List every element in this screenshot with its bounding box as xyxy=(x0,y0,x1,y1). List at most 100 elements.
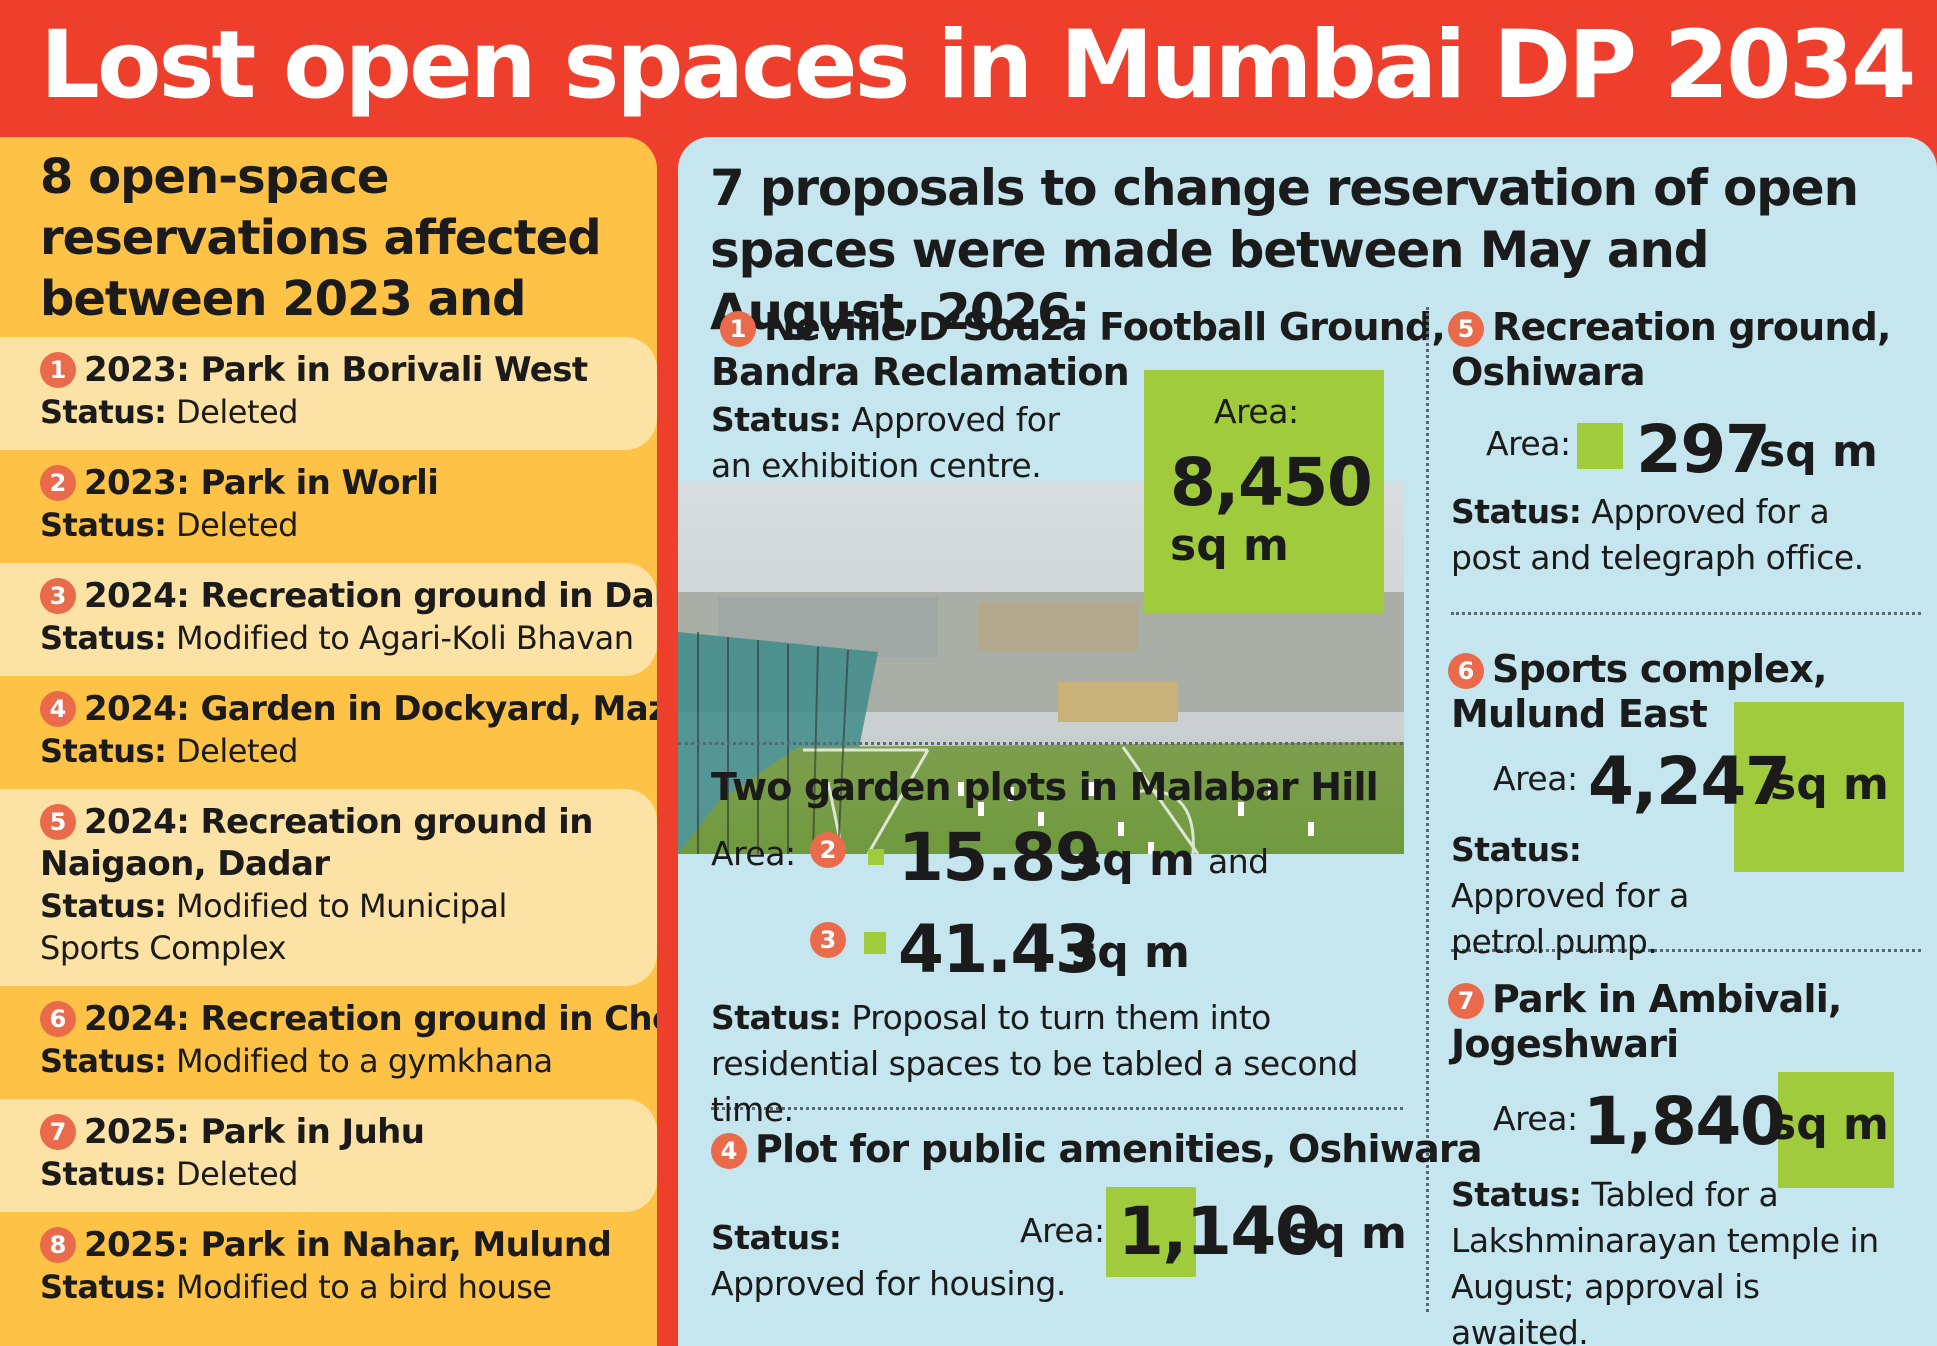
status-label: Status: xyxy=(40,506,167,544)
area-value-2: 15.89 xyxy=(898,819,1101,896)
area-swatch xyxy=(1106,1187,1196,1277)
item-status: Deleted xyxy=(176,1155,298,1193)
status-label: Status: xyxy=(40,619,167,657)
list-item: 8 2025: Park in Nahar, Mulund Status: Mod… xyxy=(0,1212,657,1332)
item-status: Modified to Agari-Koli Bhavan xyxy=(176,619,634,657)
area-unit-2: sq m xyxy=(1076,835,1195,886)
area-swatch xyxy=(1778,1072,1894,1188)
item-status: Modified to Municipal Sports Complex xyxy=(40,887,507,967)
item-title: 2023: Park in Worli xyxy=(84,463,439,503)
divider xyxy=(1426,307,1429,1312)
and-text: and xyxy=(1208,842,1269,881)
list-item: 7 2025: Park in Juhu Status: Deleted xyxy=(0,1099,657,1212)
number-badge: 5 xyxy=(1448,311,1484,347)
area-swatch xyxy=(1577,423,1623,469)
area-value-4: 1,140 xyxy=(1118,1193,1321,1270)
item-title: 2024: Recreation ground in Naigaon, Dada… xyxy=(40,802,593,884)
item-title: 2024: Recreation ground in Chembur xyxy=(84,999,657,1039)
status-label: Status: xyxy=(40,1155,167,1193)
proposal-4-status: Approved for housing. xyxy=(711,1264,1066,1303)
area-value-1: 8,450 xyxy=(1170,444,1373,521)
area-label: Area: xyxy=(1493,759,1578,798)
area-unit-4: sq m xyxy=(1288,1208,1407,1259)
list-item: 5 2024: Recreation ground in Naigaon, Dad… xyxy=(0,789,657,986)
proposal-1-subtitle: Bandra Reclamation xyxy=(711,350,1130,394)
proposal-6-status: Status: Approved for a petrol pump. xyxy=(1451,830,1689,961)
item-status: Modified to a bird house xyxy=(176,1268,552,1306)
proposal-6-title: 6 Sports complex, xyxy=(1448,647,1827,692)
number-badge: 3 xyxy=(40,578,76,614)
number-badge: 5 xyxy=(40,804,76,840)
proposal-5-subtitle: Oshiwara xyxy=(1451,350,1646,394)
proposal-7-status: Status: Tabled for a Lakshminarayan temp… xyxy=(1451,1175,1879,1346)
reservation-list: 1 2023: Park in Borivali West Status: Del… xyxy=(0,337,657,1332)
area-unit-7: sq m xyxy=(1770,1099,1889,1150)
area-swatch xyxy=(1734,702,1904,872)
proposal-6-subtitle: Mulund East xyxy=(1451,692,1708,736)
area-label: Area: xyxy=(1486,424,1571,463)
proposal-7-title: 7 Park in Ambivali, xyxy=(1448,977,1842,1022)
number-badge: 1 xyxy=(40,352,76,388)
number-badge: 1 xyxy=(720,311,756,347)
right-heading: 7 proposals to change reservation of ope… xyxy=(710,159,1859,341)
number-badge: 6 xyxy=(40,1001,76,1037)
area-unit-6: sq m xyxy=(1770,759,1889,810)
item-title: 2023: Park in Borivali West xyxy=(84,350,588,390)
proposal-7-subtitle: Jogeshwari xyxy=(1451,1022,1679,1066)
divider xyxy=(1451,612,1921,615)
divider xyxy=(1451,949,1921,952)
proposal-4-title: 4 Plot for public amenities, Oshiwara xyxy=(711,1127,1483,1172)
number-badge: 4 xyxy=(711,1133,747,1169)
area-value-3: 41.43 xyxy=(898,911,1101,988)
area-label: Area: xyxy=(1493,1099,1578,1138)
number-badge: 7 xyxy=(1448,983,1484,1019)
number-badge: 3 xyxy=(810,922,846,958)
item-status: Deleted xyxy=(176,393,298,431)
proposal-1-status: Status: Approved for an exhibition centr… xyxy=(711,400,1060,485)
proposal-5-title: 5 Recreation ground, xyxy=(1448,305,1891,350)
status-label: Status: xyxy=(40,393,167,431)
item-status: Deleted xyxy=(176,732,298,770)
area-value-7: 1,840 xyxy=(1583,1083,1786,1160)
status-label: Status: xyxy=(40,732,167,770)
item-title: 2025: Park in Nahar, Mulund xyxy=(84,1225,612,1265)
right-panel: 7 proposals to change reservation of ope… xyxy=(678,137,1937,1346)
area-swatch xyxy=(868,849,884,865)
divider xyxy=(711,1107,1403,1110)
item-title: 2024: Garden in Dockyard, Mazgaon xyxy=(84,689,657,729)
area-swatch xyxy=(864,932,886,954)
area-label: Area: xyxy=(1214,392,1299,431)
item-status: Modified to a gymkhana xyxy=(176,1042,553,1080)
item-status: Deleted xyxy=(176,506,298,544)
status-label: Status: xyxy=(40,887,167,925)
item-title: 2025: Park in Juhu xyxy=(84,1112,425,1152)
left-panel: 8 open-space reservations affected betwe… xyxy=(0,137,657,1346)
list-item: 2 2023: Park in Worli Status: Deleted xyxy=(0,450,657,563)
area-unit-3: sq m xyxy=(1071,927,1190,978)
proposal-5-status: Status: Approved for a post and telegrap… xyxy=(1451,492,1864,577)
proposal-23-status: Status: Proposal to turn them into resid… xyxy=(711,998,1358,1129)
area-unit-5: sq m xyxy=(1759,426,1878,477)
number-badge: 6 xyxy=(1448,653,1484,689)
proposal-23-title: Two garden plots in Malabar Hill xyxy=(711,765,1379,809)
number-badge: 2 xyxy=(40,465,76,501)
area-label: Area: xyxy=(711,834,796,873)
number-badge: 7 xyxy=(40,1114,76,1150)
item-title: 2024: Recreation ground in Dahisar xyxy=(84,576,657,616)
number-badge: 2 xyxy=(810,832,846,868)
status-label: Status: xyxy=(711,1218,842,1257)
proposal-1-title: 1 Neville D’Souza Football Ground, xyxy=(720,305,1446,350)
area-value-6: 4,247 xyxy=(1588,743,1791,820)
area-box-1: Area: 8,450 sq m xyxy=(1144,370,1384,613)
divider xyxy=(678,742,1403,745)
list-item: 1 2023: Park in Borivali West Status: Del… xyxy=(0,337,657,450)
status-label: Status: xyxy=(40,1042,167,1080)
page-title: Lost open spaces in Mumbai DP 2034 xyxy=(40,11,1916,120)
area-value-5: 297 xyxy=(1636,411,1771,488)
number-badge: 8 xyxy=(40,1227,76,1263)
area-label: Area: xyxy=(1020,1211,1105,1250)
status-label: Status: xyxy=(40,1268,167,1306)
